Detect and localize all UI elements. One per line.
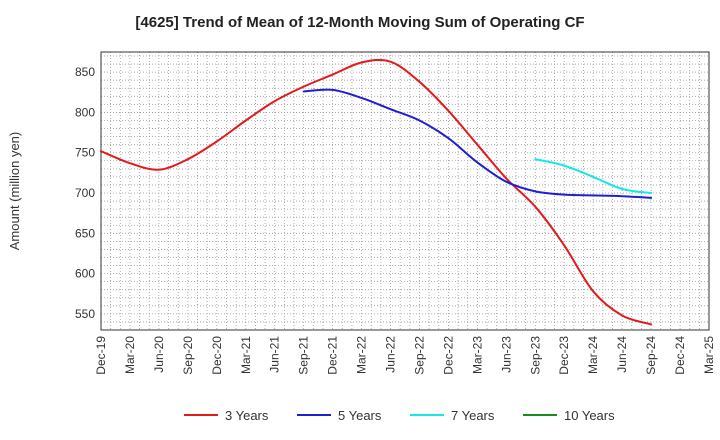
y-tick-label: 750 [75, 146, 95, 160]
series-line-3-years [100, 58, 653, 326]
x-tick-label: Sep-22 [412, 336, 426, 375]
y-tick-label: 700 [75, 186, 95, 200]
x-tick-label: Dec-23 [557, 336, 571, 375]
x-tick-label: Mar-21 [239, 336, 253, 374]
y-tick-label: 800 [75, 105, 95, 119]
x-tick-label: Mar-23 [470, 336, 484, 374]
x-tick-label: Mar-20 [123, 336, 137, 374]
x-tick-label: Mar-24 [586, 336, 600, 374]
legend-label: 3 Years [225, 408, 269, 423]
x-tick-label: Jun-24 [615, 336, 629, 373]
y-tick-label: 850 [75, 65, 95, 79]
y-tick-label: 600 [75, 267, 95, 281]
x-tick-label: Sep-21 [297, 336, 311, 375]
x-tick-label: Dec-20 [210, 336, 224, 375]
legend-label: 7 Years [451, 408, 495, 423]
x-tick-label: Jun-23 [499, 336, 513, 373]
x-tick-label: Sep-20 [181, 336, 195, 375]
legend-label: 5 Years [338, 408, 382, 423]
x-axis-ticks: Dec-19 Mar-20 Jun-20 Sep-20 Dec-20 Mar-21 Jun-… [94, 336, 716, 375]
x-tick-label: Sep-23 [528, 336, 542, 375]
x-tick-label: Mar-25 [702, 336, 716, 374]
series-line-7-years [534, 158, 653, 195]
x-tick-label: Jun-20 [152, 336, 166, 373]
x-tick-label: Mar-22 [355, 336, 369, 374]
x-tick-label: Dec-19 [94, 336, 108, 375]
x-tick-label: Dec-22 [441, 336, 455, 375]
horizontal-gridlines [101, 55, 709, 323]
y-tick-label: 650 [75, 226, 95, 240]
plot-area [101, 52, 709, 330]
chart-title: [4625] Trend of Mean of 12-Month Moving … [135, 14, 585, 31]
x-tick-label: Jun-22 [384, 336, 398, 373]
legend-label: 10 Years [564, 408, 615, 423]
x-tick-label: Dec-21 [326, 336, 340, 375]
plot-border [100, 51, 710, 331]
y-tick-label: 550 [75, 307, 95, 321]
legend: 3 Years 5 Years 7 Years 10 Years [184, 408, 615, 423]
series-line-5-years [302, 88, 653, 199]
x-tick-label: Jun-21 [268, 336, 282, 373]
x-tick-label: Dec-24 [673, 336, 687, 375]
y-axis-ticks: 550 600 650 700 750 800 850 [75, 65, 95, 321]
x-tick-label: Sep-24 [644, 336, 658, 375]
series-lines [100, 58, 653, 326]
y-axis-title: Amount (million yen) [7, 132, 22, 251]
